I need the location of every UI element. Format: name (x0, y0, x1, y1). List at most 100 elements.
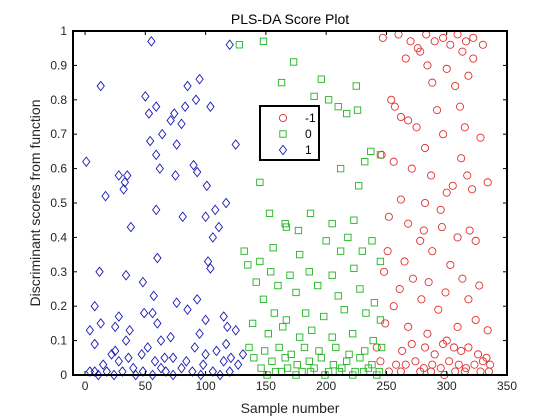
data-point-series-3 (152, 101, 161, 113)
data-point-series-2 (252, 278, 260, 286)
y-tick-label: 1 (60, 24, 67, 38)
data-point-series-1 (383, 247, 392, 256)
data-point-series-3 (85, 324, 95, 336)
data-point-series-2 (300, 343, 309, 352)
data-point-series-3 (95, 266, 104, 278)
data-point-series-3 (111, 321, 120, 333)
data-point-series-2 (350, 264, 358, 273)
data-point-series-3 (160, 352, 169, 364)
data-point-series-3 (96, 318, 105, 329)
data-point-series-2 (328, 219, 336, 228)
data-point-series-3 (225, 39, 234, 51)
data-point-series-3 (221, 197, 231, 209)
data-point-series-3 (208, 366, 218, 377)
data-point-series-3 (102, 366, 111, 377)
data-point-series-3 (150, 355, 160, 367)
data-point-series-1 (461, 37, 471, 46)
data-point-series-3 (144, 108, 154, 119)
data-point-series-3 (114, 355, 123, 367)
data-point-series-3 (183, 304, 192, 315)
legend-label-3: 1 (305, 143, 312, 157)
y-tick-label: 0.8 (50, 93, 67, 107)
data-point-series-3 (156, 335, 166, 346)
legend-marker-3 (278, 144, 288, 156)
data-point-series-2 (356, 285, 364, 293)
data-point-series-3 (94, 369, 103, 381)
data-point-series-2 (349, 330, 357, 338)
x-axis-title: Sample number (241, 400, 340, 416)
data-point-series-3 (149, 290, 158, 302)
x-tick-label: 100 (196, 379, 216, 393)
data-point-series-1 (428, 78, 437, 87)
data-point-series-3 (177, 362, 186, 374)
data-point-series-2 (376, 257, 385, 266)
data-point-series-3 (121, 269, 131, 281)
data-point-series-1 (437, 223, 446, 232)
data-point-series-2 (268, 357, 276, 365)
data-point-series-3 (196, 369, 205, 381)
data-point-series-3 (208, 232, 218, 243)
data-point-series-1 (441, 288, 450, 297)
data-point-series-1 (474, 350, 483, 359)
data-point-series-2 (343, 357, 351, 365)
data-point-series-1 (395, 284, 404, 294)
data-point-series-1 (396, 195, 405, 204)
data-point-series-3 (195, 328, 204, 340)
data-point-series-3 (193, 166, 202, 178)
data-point-series-1 (476, 133, 485, 142)
data-point-series-3 (211, 204, 220, 216)
data-point-series-2 (245, 343, 253, 352)
data-point-series-1 (467, 185, 477, 194)
data-point-series-1 (387, 95, 396, 104)
data-point-series-3 (199, 359, 208, 371)
data-point-series-2 (377, 343, 386, 352)
data-point-series-3 (182, 355, 191, 367)
y-tick-label: 0.6 (50, 162, 67, 176)
data-point-series-3 (126, 221, 136, 233)
data-point-series-3 (180, 101, 190, 113)
data-point-series-2 (324, 96, 333, 104)
data-point-series-2 (355, 182, 363, 190)
data-point-series-3 (161, 366, 170, 377)
data-point-series-2 (362, 309, 370, 317)
x-tick-label: 150 (256, 379, 276, 393)
data-point-series-3 (168, 352, 178, 364)
data-point-series-1 (469, 54, 478, 63)
data-point-series-1 (419, 226, 428, 235)
data-point-series-3 (238, 349, 248, 360)
data-point-series-3 (114, 311, 123, 322)
data-point-series-1 (460, 123, 469, 132)
data-point-series-2 (376, 151, 385, 159)
data-point-series-1 (384, 212, 393, 221)
data-point-series-1 (458, 47, 467, 56)
legend: -1 0 1 (259, 105, 320, 161)
data-point-series-3 (233, 359, 243, 371)
data-point-series-2 (295, 250, 304, 259)
data-point-series-1 (465, 226, 474, 235)
data-point-series-3 (131, 369, 140, 381)
data-point-series-1 (458, 274, 467, 283)
data-point-series-1 (376, 357, 385, 366)
data-point-series-3 (137, 349, 146, 360)
data-point-series-2 (334, 292, 342, 300)
data-point-series-1 (451, 81, 460, 91)
data-point-series-1 (446, 40, 455, 49)
data-point-series-3 (141, 91, 150, 102)
data-point-series-2 (314, 281, 322, 290)
data-point-series-3 (190, 342, 199, 353)
data-point-series-3 (231, 139, 240, 150)
data-point-series-1 (404, 322, 413, 331)
data-point-series-1 (478, 357, 487, 366)
data-point-series-1 (439, 130, 448, 139)
data-point-series-1 (430, 350, 439, 359)
data-point-series-1 (478, 40, 487, 49)
data-point-series-2 (317, 75, 325, 83)
data-point-series-1 (406, 37, 415, 46)
data-point-series-1 (408, 274, 418, 283)
data-point-series-2 (352, 82, 360, 90)
data-point-series-2 (282, 316, 291, 324)
data-point-series-3 (201, 349, 210, 360)
data-point-series-1 (400, 257, 409, 266)
data-point-series-1 (439, 33, 448, 42)
data-point-series-3 (206, 263, 215, 274)
